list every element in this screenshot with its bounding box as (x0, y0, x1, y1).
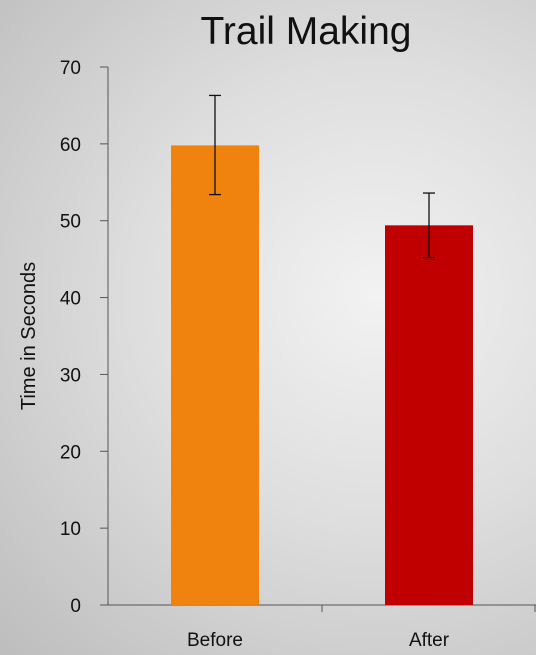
y-tick-label: 10 (60, 519, 81, 540)
y-axis-label: Time in Seconds (18, 262, 40, 410)
category-labels: Before After (187, 630, 450, 651)
x-tick-label-after: After (409, 630, 450, 651)
error-bar-before (209, 94, 221, 196)
bar-before (171, 145, 259, 605)
x-tick-label-before: Before (187, 630, 243, 651)
y-tick-label: 60 (60, 135, 81, 156)
bar-after (385, 225, 473, 605)
error-bars (209, 94, 435, 259)
bars (171, 145, 473, 605)
y-tick-label: 40 (60, 289, 81, 310)
y-tick-label: 0 (70, 596, 81, 617)
y-tick-label: 50 (60, 212, 81, 233)
y-tick-label: 70 (60, 58, 81, 79)
error-bar-after (423, 192, 435, 259)
y-tick-label: 20 (60, 442, 81, 463)
y-ticks: 0 10 20 30 40 50 60 70 (60, 58, 108, 617)
chart-title: Trail Making (201, 10, 412, 53)
y-tick-label: 30 (60, 365, 81, 386)
